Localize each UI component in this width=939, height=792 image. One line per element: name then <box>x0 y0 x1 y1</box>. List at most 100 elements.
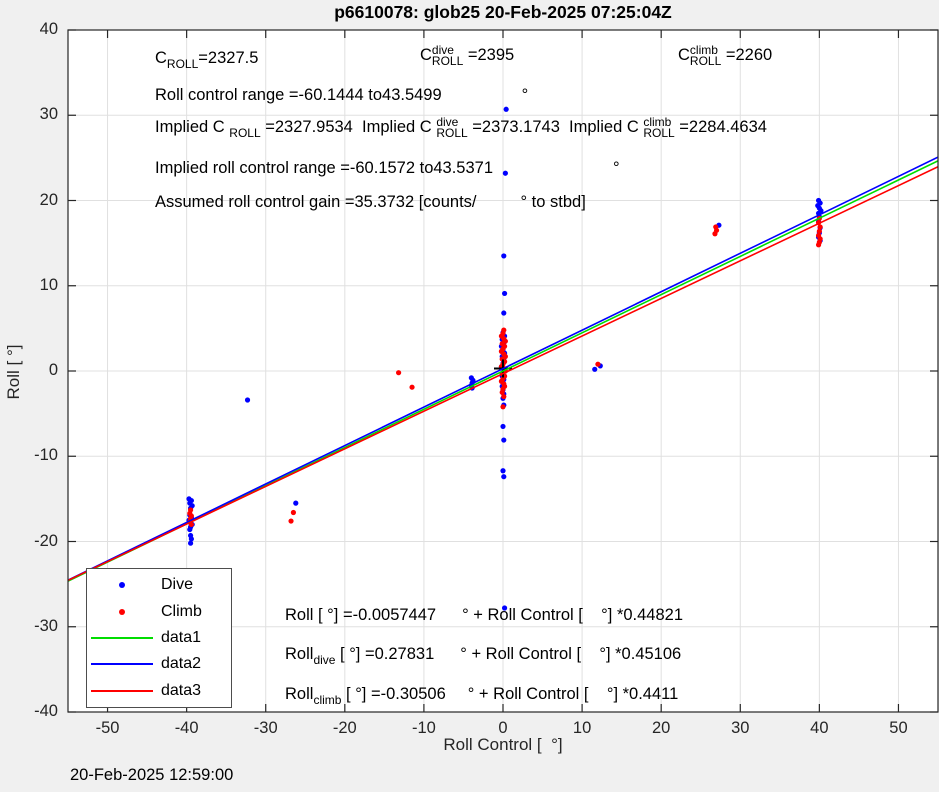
legend-entry-data3: data3 <box>87 679 231 703</box>
climb-point <box>817 224 823 230</box>
annotation-text: =2284.4634 <box>674 118 767 136</box>
legend-line-marker <box>87 689 157 692</box>
plot-annotation: Assumed roll control gain =35.3732 [coun… <box>155 193 586 212</box>
legend-entry-data1: data1 <box>87 626 231 650</box>
plot-annotation: Implied C ROLL =2327.9534 Implied C dive… <box>155 115 767 140</box>
sup-sub-stack: dive ROLL <box>436 115 468 140</box>
climb-point <box>290 509 297 516</box>
dive-point <box>501 290 508 297</box>
legend-entry-data2: data2 <box>87 652 231 676</box>
legend-label: data1 <box>161 628 202 646</box>
annotation-text: =2260 <box>721 46 773 64</box>
dive-point <box>501 437 507 443</box>
annotation-text: climb <box>313 693 342 707</box>
y-tick-label: 30 <box>39 105 58 124</box>
plot-annotation: Roll control range =-60.1444 to43.5499 ° <box>155 86 528 105</box>
data-layer <box>68 106 938 611</box>
annotation-text: ° + Roll Control [ °] *0.4411 <box>467 685 679 703</box>
x-tick-label: -40 <box>174 719 199 737</box>
annotation-text: C <box>155 49 167 67</box>
dive-point <box>503 106 509 112</box>
y-tick-label: 10 <box>39 275 58 294</box>
x-tick-label: 20 <box>651 719 671 737</box>
dive-point <box>500 423 506 430</box>
legend-marker-shape <box>119 582 125 589</box>
annotation-text: [ °] =0.27831 <box>335 645 435 663</box>
annotation-text: Roll [ °] =-0.0057447 <box>285 606 437 624</box>
plot-annotation: Roll [ °] =-0.0057447 ° + Roll Control [ … <box>285 606 683 625</box>
dive-point <box>501 310 507 316</box>
sup-sub-stack: climb ROLL <box>643 115 675 140</box>
dive-point <box>501 474 507 480</box>
y-tick-label: 40 <box>39 20 58 38</box>
y-tick-label: -10 <box>34 446 58 465</box>
legend-marker-shape <box>91 663 153 666</box>
dive-point <box>500 468 506 474</box>
x-tick-label: 30 <box>731 719 750 737</box>
x-tick-label: -20 <box>332 719 357 737</box>
legend-label: data3 <box>161 681 202 699</box>
x-tick-label: -50 <box>95 719 120 737</box>
annotation-text: ° + Roll Control [ °] *0.44821 <box>462 606 684 624</box>
fit-line-data3 <box>68 166 938 582</box>
legend-marker-shape <box>119 608 125 615</box>
x-axis-label: Roll Control [ °] <box>443 735 563 754</box>
annotation-text: ° to stbd] <box>520 193 586 211</box>
creation-timestamp: 20-Feb-2025 12:59:00 <box>70 766 234 784</box>
dive-point <box>592 366 598 372</box>
x-tick-label: 40 <box>810 719 829 737</box>
climb-point <box>396 370 402 376</box>
climb-point <box>815 242 822 248</box>
dive-point <box>293 500 299 506</box>
annotation-text: [ °] =-0.30506 <box>341 685 446 703</box>
legend-marker-shape <box>91 636 153 639</box>
annotation-text: Implied C <box>155 118 230 136</box>
x-tick-label: 0 <box>498 719 508 737</box>
annotation-text: =2373.1743 Implied C <box>467 118 644 136</box>
legend-entry-dive: Dive <box>87 573 231 597</box>
dive-point <box>188 536 194 542</box>
climb-point <box>501 393 507 400</box>
legend-dot-marker <box>87 608 157 615</box>
x-tick-label: -10 <box>411 719 436 737</box>
y-tick-label: -20 <box>34 531 58 550</box>
climb-point <box>816 228 822 234</box>
annotation-text: =2327.5 <box>198 49 259 67</box>
plot-annotation: CROLL=2327.5 <box>155 49 258 71</box>
dive-point <box>502 170 508 176</box>
legend-box: Dive Climb data1 data2 data3 <box>86 568 232 708</box>
legend-label: Climb <box>161 602 202 620</box>
annotation-text: C <box>420 46 432 64</box>
y-tick-label: -30 <box>34 616 58 635</box>
annotation-text: C <box>678 46 690 64</box>
climb-point <box>500 404 506 410</box>
x-tick-label: 50 <box>889 719 908 737</box>
annotation-text: =2327.9534 Implied C <box>260 118 437 136</box>
y-tick-label: 0 <box>48 361 58 379</box>
plot-annotation: Rolldive [ °] =0.27831 ° + Roll Control [… <box>285 645 681 667</box>
legend-label: Dive <box>161 576 194 594</box>
annotation-text: dive <box>313 653 336 667</box>
annotation-text: ROLL <box>166 57 199 71</box>
sup-sub-stack: dive ROLL <box>431 43 464 68</box>
degree-symbol: ° <box>521 86 529 104</box>
legend-line-marker <box>87 663 157 666</box>
dive-point <box>187 540 194 546</box>
dive-point <box>501 605 508 611</box>
dive-point <box>244 397 251 403</box>
legend-label: data2 <box>161 655 202 673</box>
legend-dot-marker <box>87 582 157 589</box>
degree-symbol: ° <box>613 159 620 177</box>
sup-sub-stack: climb ROLL <box>689 43 722 68</box>
legend-line-marker <box>87 636 157 639</box>
climb-point <box>409 384 415 390</box>
dive-point <box>501 253 507 259</box>
annotation-text: =2395 <box>463 46 515 64</box>
climb-point <box>288 518 294 524</box>
plot-annotation: Rollclimb [ °] =-0.30506 ° + Roll Control… <box>285 685 678 707</box>
plot-title: p6610078: glob25 20-Feb-2025 07:25:04Z <box>334 2 672 22</box>
climb-point <box>499 389 505 395</box>
